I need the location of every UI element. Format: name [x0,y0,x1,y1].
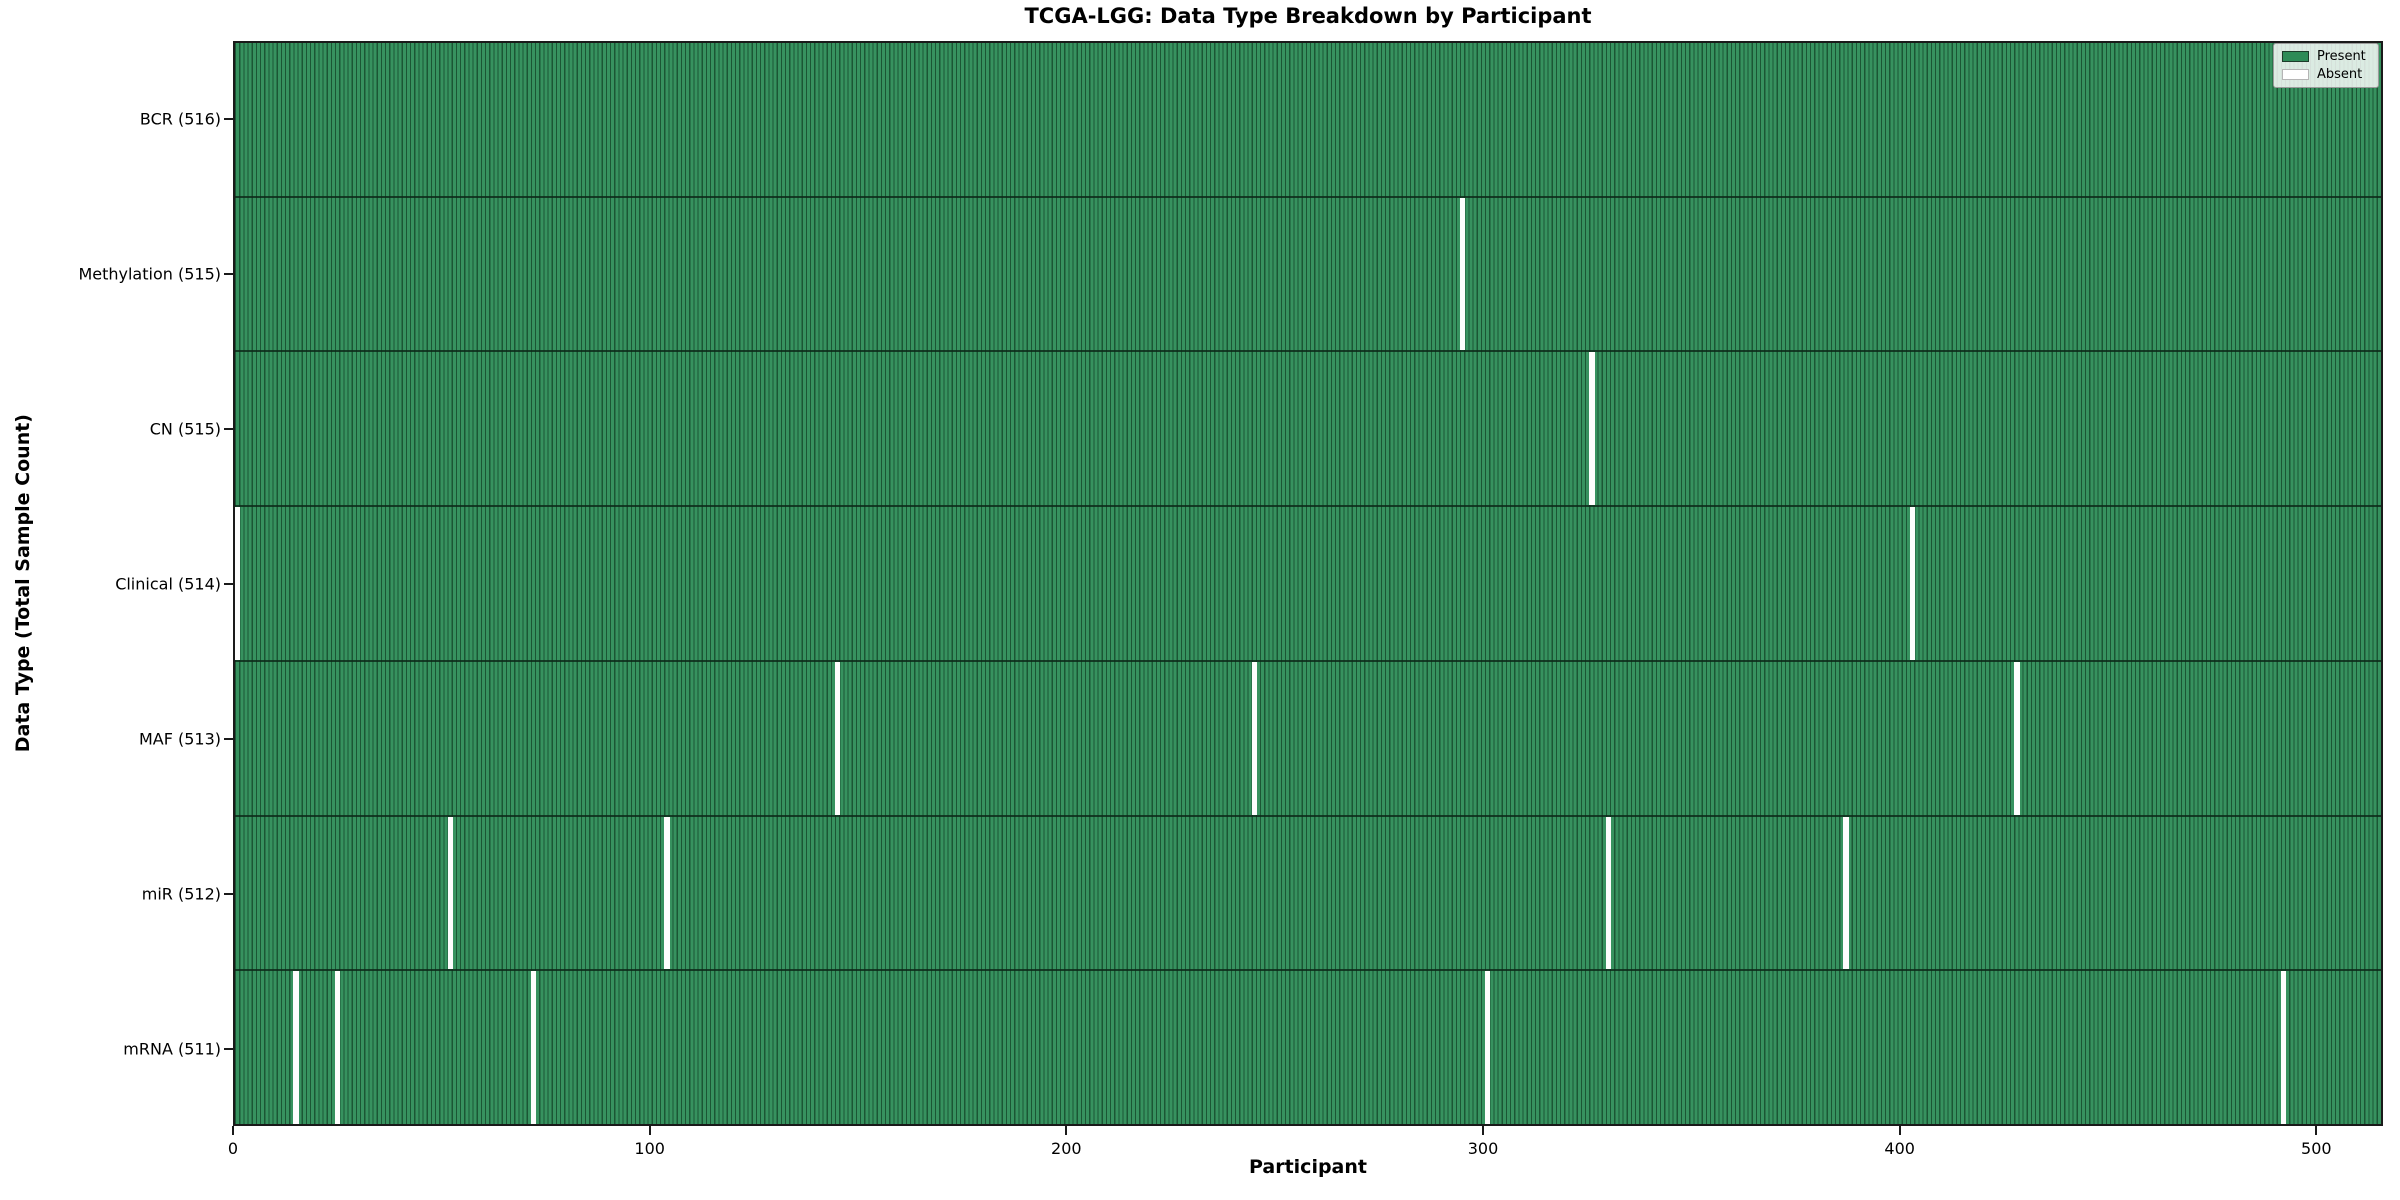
absent-marker [1589,352,1595,506]
legend-absent-label: Absent [2317,67,2363,82]
x-tick-label-100: 100 [634,1139,665,1158]
absent-marker [835,661,841,815]
row-mRNA [235,969,2381,1125]
y-tick-label-Clinical: Clinical (514) [115,574,221,593]
absent-marker [530,971,537,1125]
x-tick-mark [232,1126,234,1135]
y-tick-label-MAF: MAF (513) [138,729,221,748]
absent-marker [235,507,241,660]
legend-entry-present: Present [2282,50,2370,63]
absent-marker [2280,971,2287,1125]
x-tick-label-200: 200 [1051,1139,1082,1158]
y-tick-mark [224,272,233,275]
row-Clinical [235,505,2381,660]
x-axis-label: Participant [1248,1156,1367,1178]
y-tick-label-miR: miR (512) [141,884,221,903]
y-tick-label-mRNA: mRNA (511) [123,1039,221,1058]
row-miR [235,814,2381,970]
row-Methylation [235,195,2381,351]
absent-marker [293,971,299,1125]
chart-title: TCGA-LGG: Data Type Breakdown by Partici… [1024,4,1592,28]
y-tick-mark [224,1047,233,1050]
row-CN [235,350,2381,506]
y-tick-label-BCR: BCR (516) [139,109,221,128]
y-tick-label-Methylation: Methylation (515) [78,264,221,283]
absent-marker [335,971,341,1125]
absent-marker [1910,507,1916,660]
absent-marker [1843,816,1849,970]
y-tick-label-CN: CN (515) [149,419,221,438]
x-tick-label-400: 400 [1884,1139,1915,1158]
plot-area [233,41,2383,1126]
x-tick-mark [648,1126,651,1135]
absent-marker [2014,661,2020,815]
absent-marker [1460,197,1466,351]
absent-marker [1251,661,1258,815]
y-tick-mark [224,117,233,120]
x-tick-mark [1898,1126,1901,1135]
x-tick-label-300: 300 [1467,1139,1499,1158]
absent-swatch-icon [2282,69,2309,80]
present-swatch-icon [2282,51,2309,62]
absent-marker [1605,816,1612,970]
y-tick-mark [224,892,233,895]
legend-entry-absent: Absent [2282,68,2370,81]
x-tick-mark [1065,1126,1068,1135]
row-BCR [235,43,2381,196]
y-tick-mark [224,427,233,430]
y-tick-mark [224,737,233,740]
x-tick-mark [1482,1126,1484,1135]
absent-marker [664,816,670,970]
x-tick-mark [2315,1126,2318,1135]
legend: Present Absent [2273,43,2379,88]
row-MAF [235,659,2381,815]
y-tick-mark [224,582,233,585]
absent-marker [1485,971,1491,1125]
x-tick-label-0: 0 [227,1139,239,1158]
absent-marker [447,816,453,970]
x-tick-label-500: 500 [2301,1139,2332,1158]
legend-present-label: Present [2317,49,2366,64]
